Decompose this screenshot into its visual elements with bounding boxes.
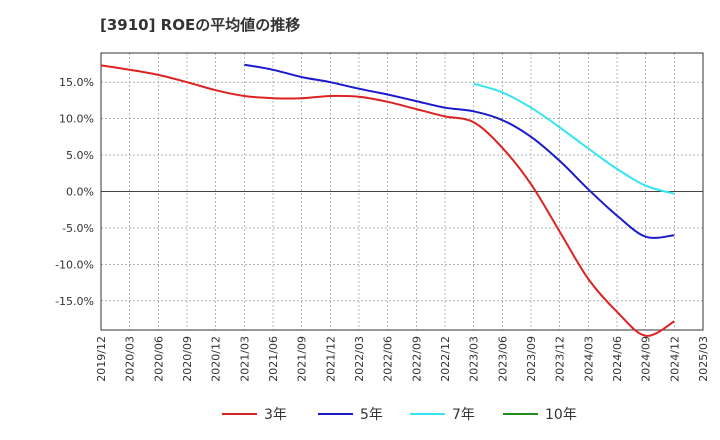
x-tick-label: 2022/09: [410, 336, 423, 382]
x-tick-label: 2021/09: [296, 336, 309, 382]
legend-label: 7年: [452, 407, 475, 423]
series-line-2: [473, 82, 675, 195]
y-tick-label: 0.0%: [66, 186, 94, 199]
x-tick-label: 2023/03: [468, 336, 481, 382]
chart-title: [3910] ROEの平均値の推移: [100, 16, 300, 34]
x-tick-label: 2022/03: [353, 336, 366, 382]
legend: 3年 5年 7年 10年: [222, 407, 577, 423]
series-line-0: [100, 64, 675, 337]
legend-item-3: 10年: [503, 407, 577, 423]
legend-label: 10年: [545, 407, 577, 423]
plot-frame: [100, 52, 704, 331]
x-tick-label: 2020/06: [152, 336, 165, 382]
x-tick-label: 2024/09: [640, 336, 653, 382]
series-line-1: [244, 63, 675, 239]
x-tick-label: 2020/03: [124, 336, 137, 382]
x-tick-label: 2022/12: [439, 336, 452, 382]
x-tick-label: 2024/03: [582, 336, 595, 382]
plot-area: 15.0% 10.0% 5.0% 0.0% -5.0% -10.0% -15.0% 2019/…: [55, 52, 710, 382]
y-tick-label: -10.0%: [55, 258, 94, 271]
x-tick-label: 2021/03: [238, 336, 251, 382]
y-tick-label: 5.0%: [66, 149, 94, 162]
x-tick-label: 2024/06: [611, 336, 624, 382]
legend-label: 3年: [264, 407, 287, 423]
x-tick-label: 2023/06: [496, 336, 509, 382]
x-tick-label: 2022/06: [382, 336, 395, 382]
legend-item-1: 5年: [318, 407, 383, 423]
y-tick-label: 15.0%: [59, 76, 94, 89]
x-tick-label: 2021/06: [267, 336, 280, 382]
y-tick-label: -5.0%: [62, 222, 94, 235]
y-tick-label: -15.0%: [55, 295, 94, 308]
y-tick-label: 10.0%: [59, 113, 94, 126]
x-tick-label: 2021/12: [324, 336, 337, 382]
x-tick-label: 2023/09: [525, 336, 538, 382]
x-tick-label: 2020/12: [210, 336, 223, 382]
legend-item-0: 3年: [222, 407, 287, 423]
x-tick-label: 2019/12: [95, 336, 108, 382]
legend-label: 5年: [360, 407, 383, 423]
legend-item-2: 7年: [410, 407, 475, 423]
x-tick-label: 2024/12: [668, 336, 681, 382]
x-tick-label: 2023/12: [554, 336, 567, 382]
x-tick-label: 2020/09: [181, 336, 194, 382]
x-tick-label: 2025/03: [697, 336, 710, 382]
